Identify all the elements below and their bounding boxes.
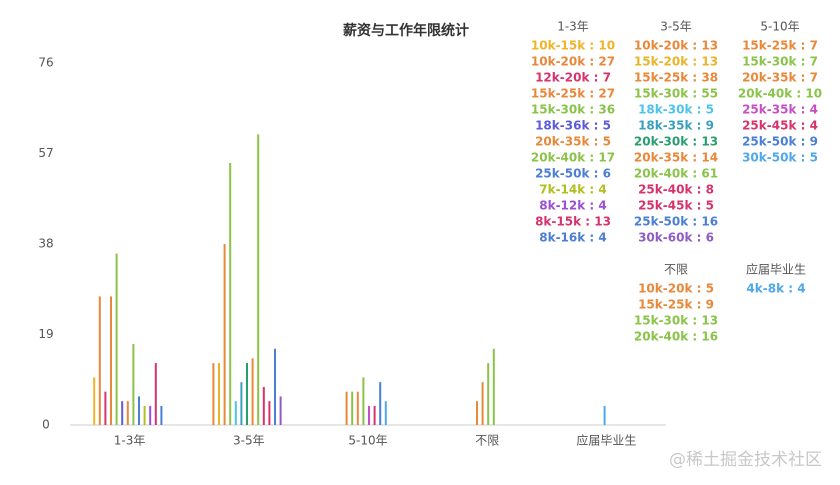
chart-title: 薪资与工作年限统计 (343, 22, 469, 39)
legend-item: 15k-25k : 9 (638, 298, 714, 312)
bar (268, 401, 271, 425)
bar (603, 405, 606, 425)
legend-item: 25k-40k : 8 (638, 183, 714, 197)
bar (98, 296, 101, 425)
bar (93, 377, 96, 425)
bar (487, 363, 490, 425)
bar (234, 401, 237, 425)
y-tick-label: 0 (42, 418, 50, 432)
legend-item: 18k-30k : 5 (638, 103, 714, 117)
legend-header: 应届毕业生 (746, 262, 806, 277)
bar (115, 253, 118, 425)
y-tick-label: 57 (38, 146, 53, 160)
bar (110, 296, 112, 425)
bar (223, 244, 226, 425)
legend-header: 1-3年 (557, 20, 589, 34)
legend-item: 8k-15k : 13 (535, 215, 611, 229)
legend-item: 30k-60k : 6 (638, 231, 714, 245)
x-tick-label: 5-10年 (348, 434, 387, 448)
legend-item: 25k-45k : 4 (742, 119, 818, 133)
bar (251, 358, 254, 425)
legend-item: 20k-40k : 16 (634, 330, 718, 344)
legend-header: 5-10年 (760, 20, 799, 34)
legend-item: 25k-50k : 16 (634, 215, 718, 229)
bar (262, 386, 265, 425)
bar (104, 391, 107, 425)
legend-item: 20k-40k : 10 (738, 87, 822, 101)
bar (229, 163, 232, 426)
bar (274, 348, 276, 425)
bar (218, 363, 220, 425)
bar (143, 405, 146, 425)
legend-item: 15k-30k : 55 (634, 87, 718, 101)
y-tick-label: 76 (38, 56, 53, 70)
bar (368, 405, 370, 425)
legend-item: 15k-30k : 36 (531, 103, 615, 117)
legend-item: 10k-20k : 13 (634, 39, 718, 53)
legend-header: 不限 (664, 263, 688, 277)
legend-item: 7k-14k : 4 (539, 183, 607, 197)
legend-item: 10k-20k : 5 (638, 282, 714, 296)
bar (126, 401, 129, 425)
legend-item: 15k-30k : 7 (742, 55, 818, 69)
bar (212, 363, 215, 425)
legend-item: 15k-25k : 7 (742, 39, 818, 53)
legend-item: 20k-30k : 13 (634, 135, 718, 149)
bar (476, 401, 478, 425)
bar (132, 344, 135, 425)
legend-item: 4k-8k : 4 (746, 282, 805, 296)
legend-item: 15k-25k : 27 (531, 87, 615, 101)
y-tick-label: 38 (38, 237, 53, 251)
bar (481, 382, 484, 425)
legend-item: 18k-36k : 5 (535, 119, 611, 133)
legend-item: 20k-35k : 7 (742, 71, 818, 85)
legend-item: 25k-35k : 4 (742, 103, 818, 117)
bar (149, 405, 152, 425)
legend-item: 15k-30k : 13 (634, 314, 718, 328)
bar (351, 391, 354, 425)
legend-item: 30k-50k : 5 (742, 151, 818, 165)
legend-item: 10k-20k : 27 (531, 55, 615, 69)
legend-item: 20k-40k : 17 (531, 151, 615, 165)
legend-item: 8k-12k : 4 (539, 199, 607, 213)
bar (379, 382, 382, 425)
bar (257, 134, 260, 425)
x-tick-label: 3-5年 (233, 434, 265, 448)
x-tick-label: 1-3年 (114, 434, 146, 448)
bar (154, 363, 157, 425)
y-tick-label: 19 (38, 327, 53, 341)
bar (356, 391, 359, 425)
bar (373, 405, 376, 425)
legend-item: 25k-50k : 9 (742, 135, 818, 149)
legend-item: 20k-35k : 5 (535, 135, 611, 149)
bar (279, 396, 282, 425)
legend-item: 15k-25k : 38 (634, 71, 718, 85)
bar (160, 405, 163, 425)
bar (345, 391, 348, 425)
legend-header: 3-5年 (660, 20, 692, 34)
bar (492, 348, 495, 425)
legend-item: 18k-35k : 9 (638, 119, 714, 133)
x-tick-label: 不限 (475, 434, 499, 448)
legend-item: 20k-35k : 14 (634, 151, 718, 165)
legend-item: 20k-40k : 61 (634, 167, 718, 181)
bar (384, 401, 387, 425)
legend-item: 15k-20k : 13 (634, 55, 718, 69)
bar (138, 396, 140, 425)
bar (240, 382, 243, 425)
legend-item: 12k-20k : 7 (535, 71, 611, 85)
legend-item: 8k-16k : 4 (539, 231, 607, 245)
legend-item: 25k-45k : 5 (638, 199, 714, 213)
watermark: @稀土掘金技术社区 (669, 450, 822, 470)
bar (362, 377, 365, 425)
legend-item: 10k-15k : 10 (531, 39, 615, 53)
bar (121, 401, 124, 425)
x-tick-label: 应届毕业生 (576, 433, 636, 448)
legend-item: 25k-50k : 6 (535, 167, 611, 181)
bar (246, 363, 248, 425)
